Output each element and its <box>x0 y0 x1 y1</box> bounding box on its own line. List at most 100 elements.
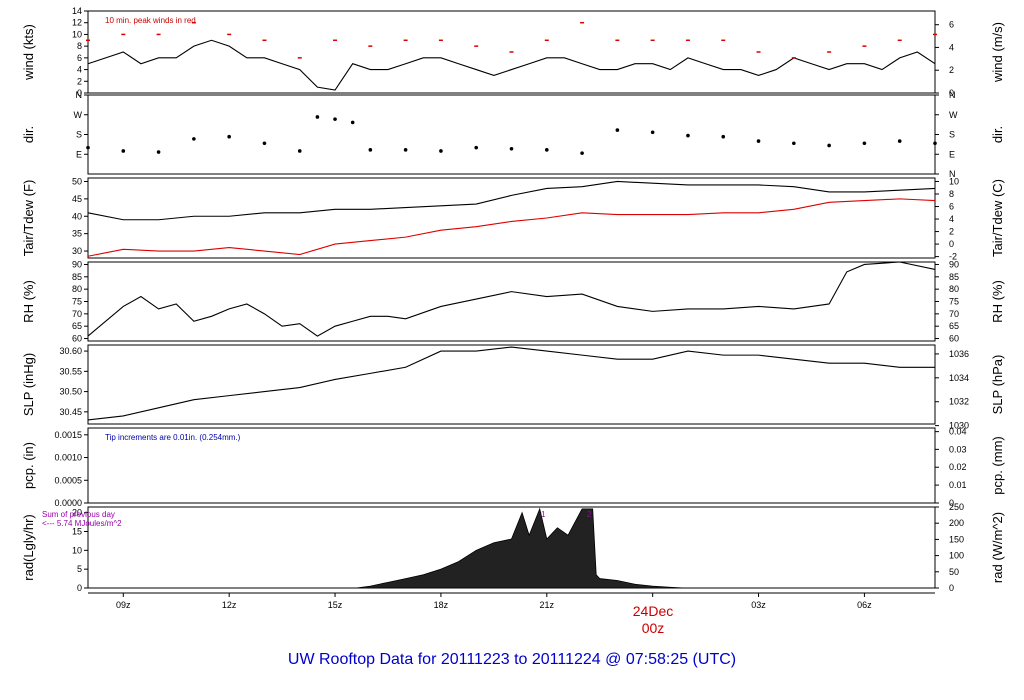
temp-ylabel-right: Tair/Tdew (C) <box>990 179 1005 257</box>
rad-left-tick-label: 5 <box>77 564 82 574</box>
wind-left-tick-label: 0 <box>77 88 82 98</box>
temp-left-tick-label: 35 <box>72 229 82 239</box>
wind-frame <box>87 10 936 94</box>
rad-right-tick-label: 50 <box>949 567 959 577</box>
dir-point <box>509 146 514 151</box>
rad-right-tick-label: 150 <box>949 534 964 544</box>
x-axis-tick-label: 21z <box>540 600 555 610</box>
rad-area <box>356 507 685 589</box>
dir-point <box>315 115 320 119</box>
dir-frame <box>87 94 936 175</box>
x-axis-tick-label: 18z <box>434 600 449 610</box>
wind-left-tick-label: 12 <box>72 18 82 28</box>
rad-marker: 1 <box>541 510 546 519</box>
slp-left-tick-label: 30.50 <box>59 387 82 397</box>
slp-ylabel-right: SLP (hPa) <box>990 355 1005 415</box>
slp-left-tick-label: 30.60 <box>59 346 82 356</box>
rad-marker: 2 <box>587 510 592 519</box>
wind-line <box>87 39 936 91</box>
dir-point <box>192 137 196 141</box>
rad-right-tick-label: 100 <box>949 551 964 561</box>
temp-right-tick-label: 6 <box>949 202 954 212</box>
dir-left-tick-label: W <box>74 110 83 120</box>
rh-line <box>87 261 936 337</box>
rh-ylabel-left: RH (%) <box>21 280 36 323</box>
dir-point <box>333 117 337 121</box>
slp-ylabel-left: SLP (inHg) <box>21 353 36 416</box>
rh-right-tick-label: 60 <box>949 334 959 344</box>
rh-left-tick-label: 75 <box>72 297 82 307</box>
x-axis-tick-label: 15z <box>328 600 343 610</box>
dir-point <box>350 120 355 125</box>
rad-right-tick-label: 250 <box>949 502 964 512</box>
rad-right-tick-label: 200 <box>949 518 964 528</box>
dir-point <box>686 133 690 138</box>
slp-right-tick-label: 1032 <box>949 397 969 407</box>
dir-point <box>615 128 620 132</box>
rad-left-tick-label: 10 <box>72 545 82 555</box>
wind-left-tick-label: 8 <box>77 41 82 51</box>
pcp-left-tick-label: 0.0005 <box>54 475 82 485</box>
dir-point <box>721 134 726 139</box>
wind-right-tick-label: 2 <box>949 65 954 75</box>
wind-left-tick-label: 14 <box>72 6 82 16</box>
dir-point <box>650 130 655 135</box>
pcp-right-tick-label: 0.02 <box>949 462 967 472</box>
pcp-right-tick-label: 0.04 <box>949 427 967 437</box>
pcp-annotation: Tip increments are 0.01in. (0.254mm.) <box>105 433 241 442</box>
dir-point <box>297 149 302 153</box>
rh-ylabel-right: RH (%) <box>990 280 1005 323</box>
pcp-right-tick-label: 0 <box>949 498 954 508</box>
dir-point <box>792 141 796 146</box>
dir-ylabel-left: dir. <box>21 126 36 143</box>
date-label: 24Dec <box>632 603 674 619</box>
temp-right-tick-label: 2 <box>949 227 954 237</box>
wind-ylabel-right: wind (m/s) <box>990 22 1005 83</box>
dir-point <box>121 149 126 153</box>
dir-left-tick-label: S <box>76 130 82 140</box>
rad-left-tick-label: 0 <box>77 583 82 593</box>
rad-annotation-line: <--- 5.74 MJoules/m^2 <box>42 519 122 528</box>
rh-right-tick-label: 80 <box>949 284 959 294</box>
dir-right-tick-label: N <box>949 169 956 179</box>
dir-point <box>580 151 584 155</box>
rh-left-tick-label: 90 <box>72 259 82 269</box>
date-sublabel: 00z <box>641 620 665 636</box>
rh-right-tick-label: 75 <box>949 297 959 307</box>
dir-point <box>156 150 161 154</box>
slp-left-tick-label: 30.45 <box>59 407 82 417</box>
rh-left-tick-label: 80 <box>72 284 82 294</box>
slp-frame <box>87 344 936 425</box>
dir-point <box>403 148 408 152</box>
wind-annotation: 10 min. peak winds in red <box>105 16 196 25</box>
wind-left-tick-label: 4 <box>77 65 82 75</box>
pcp-ylabel-left: pcp. (in) <box>21 442 36 489</box>
temp-left-tick-label: 30 <box>72 246 82 256</box>
dir-point <box>262 141 267 146</box>
wind-right-tick-label: 6 <box>949 20 954 30</box>
slp-right-tick-label: 1034 <box>949 373 969 383</box>
dir-right-tick-label: W <box>949 110 958 120</box>
temp-right-tick-label: 10 <box>949 176 959 186</box>
slp-right-tick-label: 1036 <box>949 349 969 359</box>
wind-left-tick-label: 10 <box>72 29 82 39</box>
slp-left-tick-label: 30.55 <box>59 366 82 376</box>
temp-left-tick-label: 40 <box>72 211 82 221</box>
rh-right-tick-label: 65 <box>949 321 959 331</box>
rh-left-tick-label: 65 <box>72 321 82 331</box>
dir-point <box>756 139 761 143</box>
dir-point <box>897 139 902 143</box>
dir-point <box>544 148 549 152</box>
rh-left-tick-label: 85 <box>72 272 82 282</box>
temp-line <box>87 198 936 257</box>
pcp-left-tick-label: 0.0010 <box>54 453 82 463</box>
wind-right-tick-label: 0 <box>949 88 954 98</box>
temp-line <box>87 180 936 221</box>
dir-left-tick-label: E <box>76 149 82 159</box>
x-axis-tick-label: 03z <box>751 600 766 610</box>
wind-right-tick-label: 4 <box>949 42 954 52</box>
temp-right-tick-label: -2 <box>949 252 957 262</box>
x-axis-tick-label: 09z <box>116 600 131 610</box>
rh-left-tick-label: 70 <box>72 309 82 319</box>
